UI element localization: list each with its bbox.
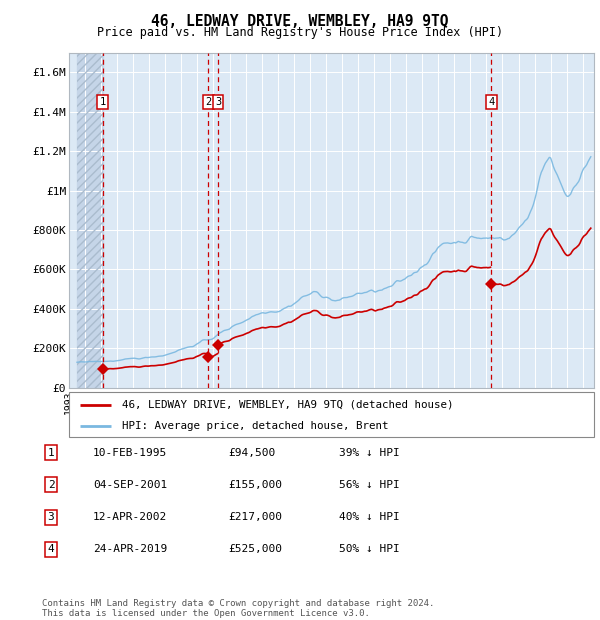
Text: 2: 2 xyxy=(47,480,55,490)
Text: 1: 1 xyxy=(100,97,106,107)
Bar xyxy=(77,53,103,388)
Text: 10-FEB-1995: 10-FEB-1995 xyxy=(93,448,167,458)
Text: 46, LEDWAY DRIVE, WEMBLEY, HA9 9TQ: 46, LEDWAY DRIVE, WEMBLEY, HA9 9TQ xyxy=(151,14,449,29)
Text: £217,000: £217,000 xyxy=(228,512,282,522)
Text: 4: 4 xyxy=(47,544,55,554)
Text: 12-APR-2002: 12-APR-2002 xyxy=(93,512,167,522)
FancyBboxPatch shape xyxy=(69,392,594,437)
Text: £155,000: £155,000 xyxy=(228,480,282,490)
Text: 3: 3 xyxy=(215,97,221,107)
Text: £525,000: £525,000 xyxy=(228,544,282,554)
Text: 40% ↓ HPI: 40% ↓ HPI xyxy=(339,512,400,522)
Text: 24-APR-2019: 24-APR-2019 xyxy=(93,544,167,554)
Text: 46, LEDWAY DRIVE, WEMBLEY, HA9 9TQ (detached house): 46, LEDWAY DRIVE, WEMBLEY, HA9 9TQ (deta… xyxy=(121,400,453,410)
Text: £94,500: £94,500 xyxy=(228,448,275,458)
Text: 50% ↓ HPI: 50% ↓ HPI xyxy=(339,544,400,554)
Text: HPI: Average price, detached house, Brent: HPI: Average price, detached house, Bren… xyxy=(121,421,388,431)
Text: 2: 2 xyxy=(205,97,211,107)
Text: 04-SEP-2001: 04-SEP-2001 xyxy=(93,480,167,490)
Text: 3: 3 xyxy=(47,512,55,522)
Text: 4: 4 xyxy=(488,97,494,107)
Text: Price paid vs. HM Land Registry's House Price Index (HPI): Price paid vs. HM Land Registry's House … xyxy=(97,26,503,38)
Text: 1: 1 xyxy=(47,448,55,458)
Text: 39% ↓ HPI: 39% ↓ HPI xyxy=(339,448,400,458)
Text: 56% ↓ HPI: 56% ↓ HPI xyxy=(339,480,400,490)
Text: This data is licensed under the Open Government Licence v3.0.: This data is licensed under the Open Gov… xyxy=(42,609,370,618)
Text: Contains HM Land Registry data © Crown copyright and database right 2024.: Contains HM Land Registry data © Crown c… xyxy=(42,600,434,608)
Bar xyxy=(77,53,103,388)
